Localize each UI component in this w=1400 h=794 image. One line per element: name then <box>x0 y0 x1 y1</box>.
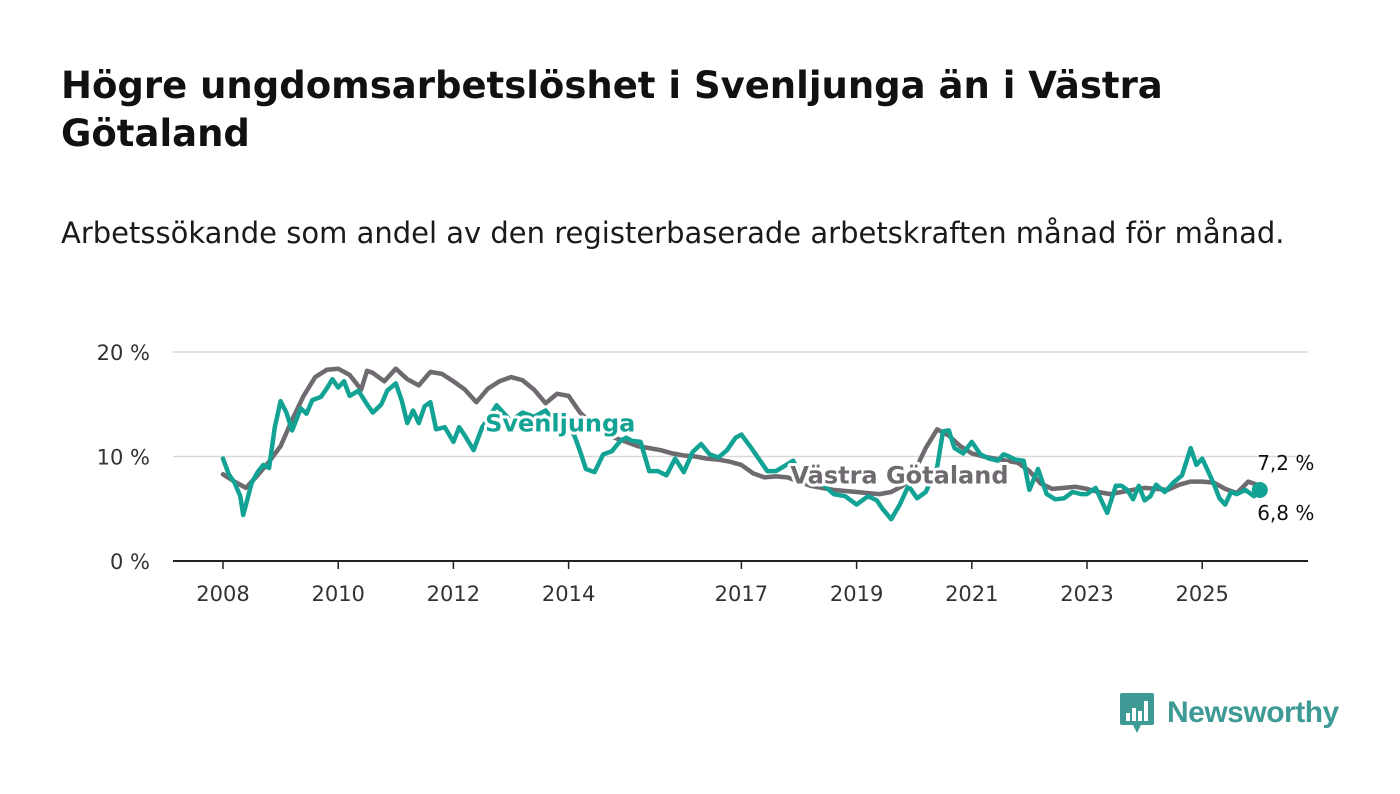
end-point-marker <box>1251 481 1268 498</box>
end-value-label: 6,8 % <box>1257 501 1314 525</box>
x-axis-ticks: 2008 2010 2012 2014 2017 2019 2021 2023 2025 <box>196 561 1229 606</box>
y-tick-label: 0 % <box>110 550 150 574</box>
x-tick-label: 2019 <box>830 582 883 606</box>
x-tick-label: 2021 <box>945 582 998 606</box>
series-line-västra-götaland <box>220 366 1263 497</box>
series-label: Västra Götaland <box>790 462 1008 490</box>
series-label: Svenljunga <box>485 409 635 437</box>
series-line-svenljunga <box>220 376 1263 522</box>
y-tick-label: 20 % <box>97 341 150 365</box>
x-tick-label: 2008 <box>196 582 249 606</box>
series-lines <box>220 366 1263 522</box>
grid-lines <box>173 351 1308 562</box>
x-tick-label: 2017 <box>715 582 768 606</box>
x-tick-label: 2010 <box>311 582 364 606</box>
y-tick-label: 10 % <box>97 446 150 470</box>
end-value-label: 7,2 % <box>1257 451 1314 475</box>
end-labels: 7,2 % 6,8 % <box>1251 451 1314 525</box>
newsworthy-logo-icon <box>1120 693 1154 733</box>
x-tick-label: 2023 <box>1060 582 1113 606</box>
y-axis-ticks: 0 % 10 % 20 % <box>97 341 150 574</box>
series-labels: Svenljunga Västra Götaland <box>482 406 1011 492</box>
x-tick-label: 2012 <box>427 582 480 606</box>
x-tick-label: 2014 <box>542 582 595 606</box>
chart-subtitle: Arbetssökande som andel av den registerb… <box>61 216 1285 250</box>
chart-title: Högre ungdomsarbetslöshet i Svenljunga ä… <box>61 64 1163 155</box>
brand-logo[interactable]: Newsworthy <box>1119 690 1339 736</box>
brand-name: Newsworthy <box>1167 696 1339 729</box>
x-tick-label: 2025 <box>1175 582 1228 606</box>
